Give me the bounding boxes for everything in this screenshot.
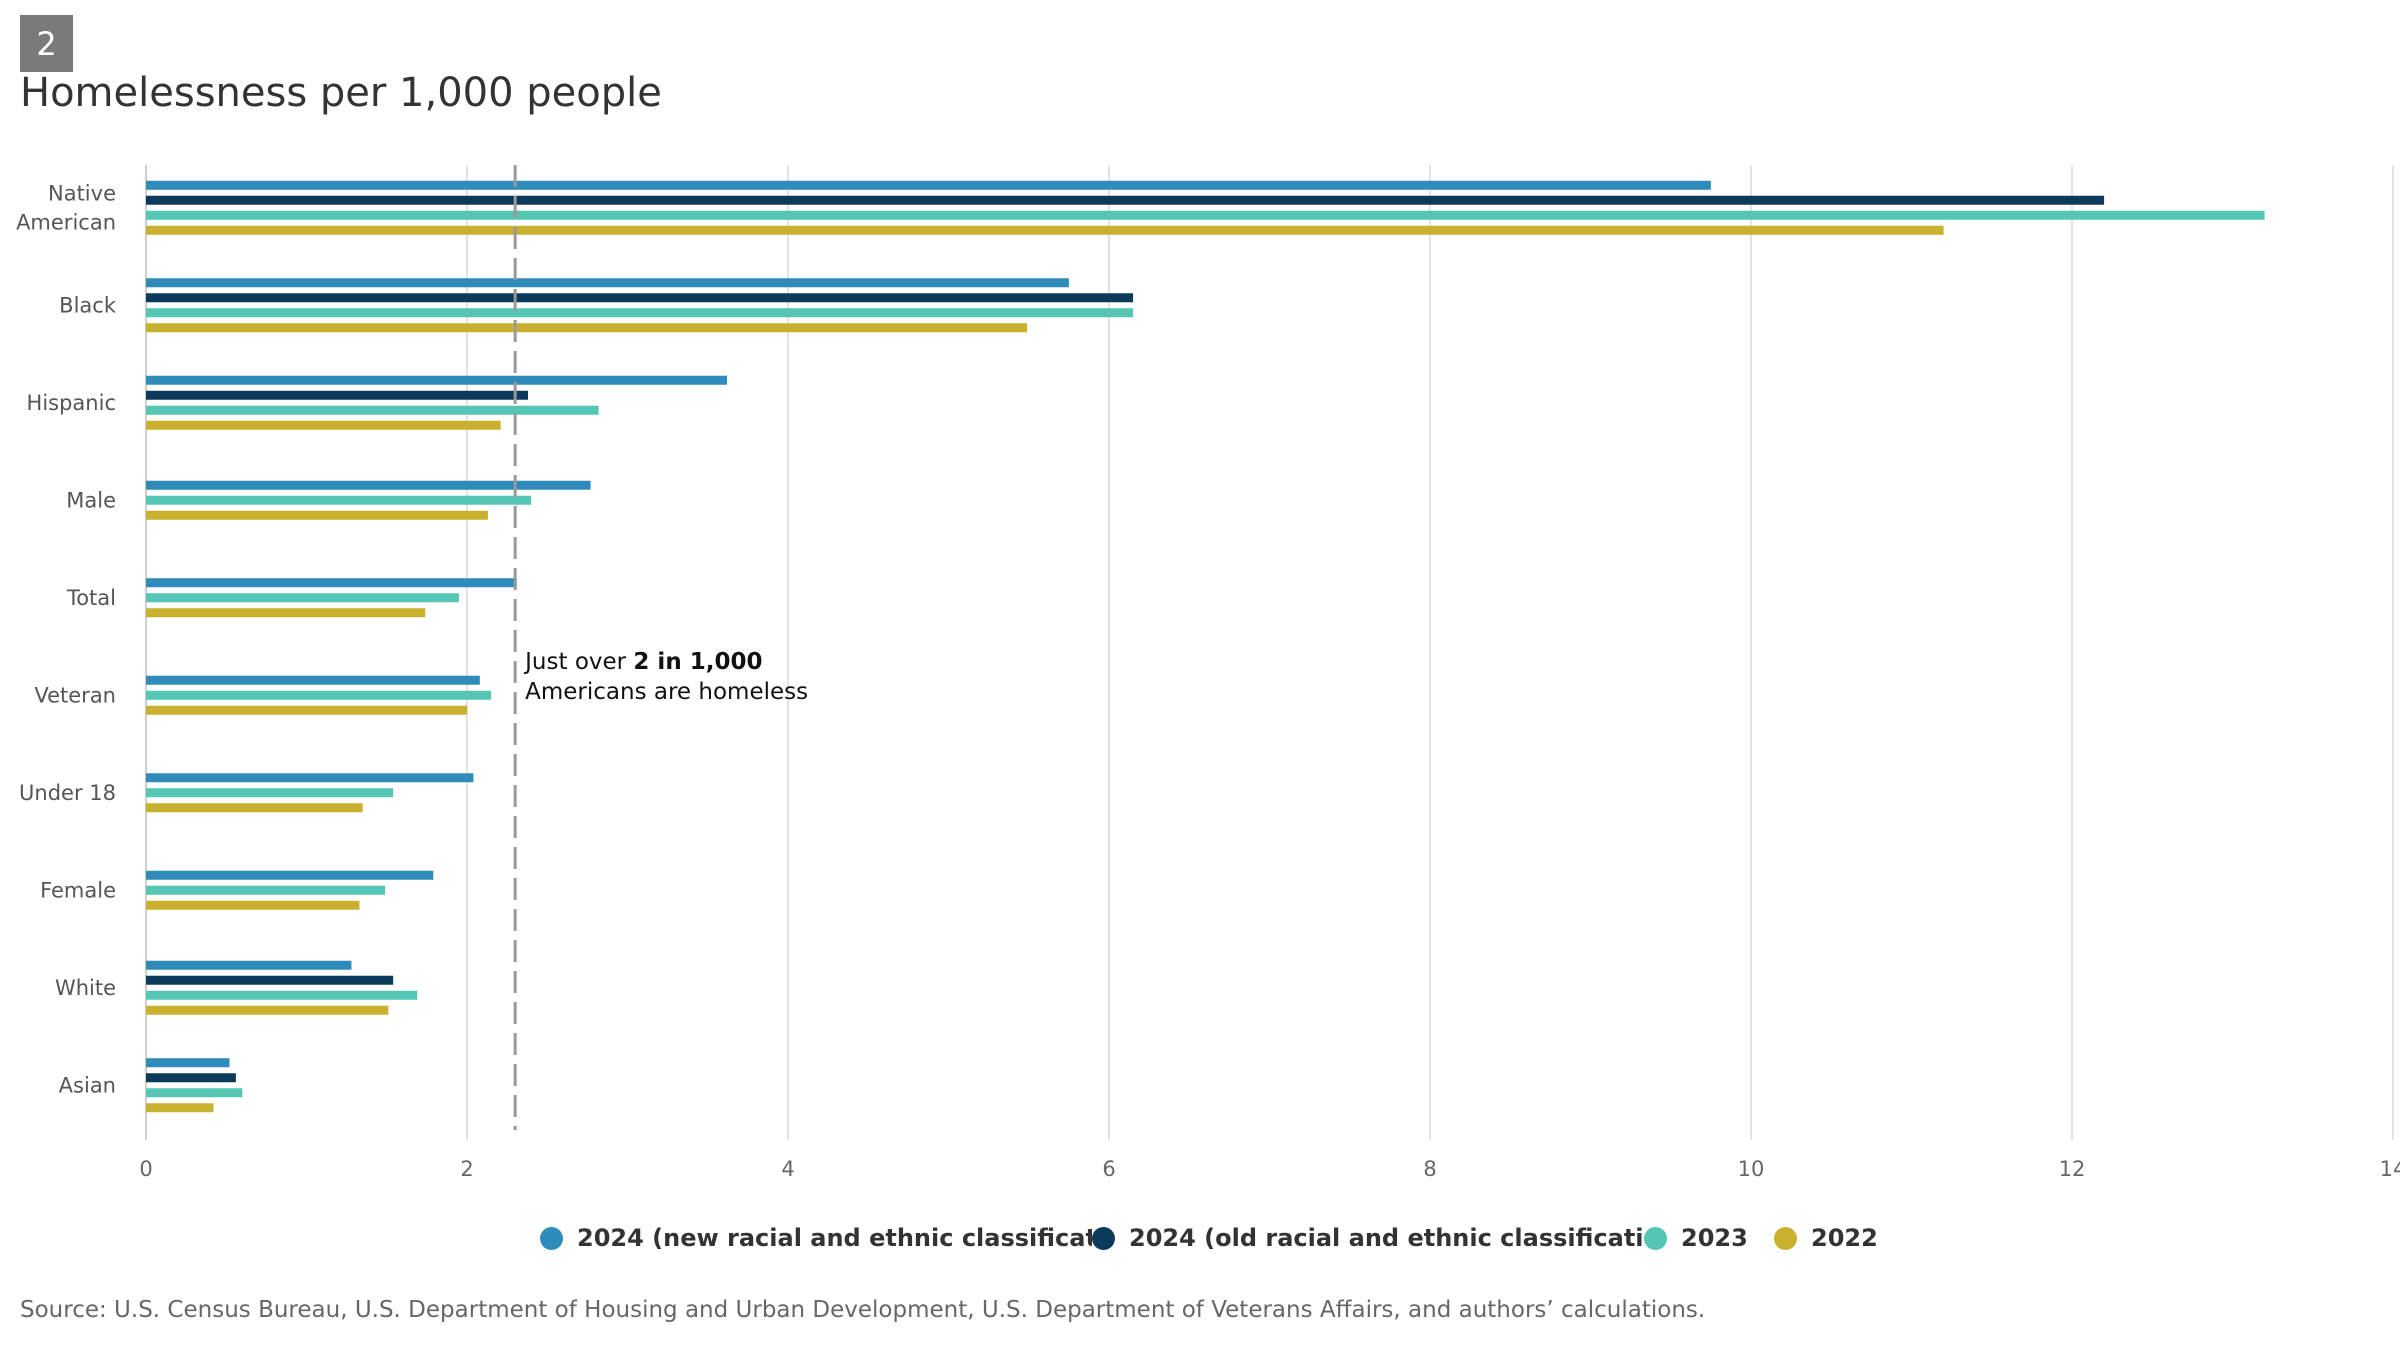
bar-native-american-series-1 xyxy=(146,195,2105,205)
bar-under-18-series-3 xyxy=(146,803,363,813)
bar-female-series-2 xyxy=(146,885,386,895)
category-label-asian: Asian xyxy=(59,1073,116,1097)
bar-white-series-0 xyxy=(146,960,352,970)
bar-native-american-series-0 xyxy=(146,180,1711,190)
bar-veteran-series-0 xyxy=(146,675,480,685)
figure-number-badge: 2 xyxy=(20,15,73,72)
legend-swatch-icon xyxy=(1644,1226,1667,1250)
bar-veteran-series-3 xyxy=(146,705,467,715)
bar-female-series-0 xyxy=(146,870,434,880)
legend: 2024 (new racial and ethnic classificati… xyxy=(540,1220,1894,1256)
bar-under-18-series-0 xyxy=(146,773,474,783)
legend-swatch-icon xyxy=(1092,1226,1115,1250)
bar-asian-series-2 xyxy=(146,1088,243,1098)
bar-white-series-3 xyxy=(146,1005,389,1015)
x-tick-label-12: 12 xyxy=(2059,1157,2086,1181)
category-label-male: Male xyxy=(66,488,116,512)
bar-male-series-3 xyxy=(146,510,488,520)
x-tick-label-6: 6 xyxy=(1102,1157,1115,1181)
bar-black-series-0 xyxy=(146,278,1069,288)
annotation-line-2: Americans are homeless xyxy=(525,679,808,705)
bar-female-series-3 xyxy=(146,900,360,910)
category-label-hispanic: Hispanic xyxy=(27,391,116,415)
source-note: Source: U.S. Census Bureau, U.S. Departm… xyxy=(20,1297,1706,1323)
bar-male-series-2 xyxy=(146,495,532,505)
bar-hispanic-series-0 xyxy=(146,375,728,385)
bar-total-series-2 xyxy=(146,593,459,603)
bar-asian-series-3 xyxy=(146,1103,214,1113)
legend-item-1[interactable]: 2024 (old racial and ethnic classificati… xyxy=(1092,1220,1644,1256)
bars xyxy=(146,180,2265,1113)
bar-hispanic-series-3 xyxy=(146,420,501,430)
bar-total-series-0 xyxy=(146,578,517,588)
legend-swatch-icon xyxy=(540,1226,563,1250)
legend-label: 2023 xyxy=(1681,1224,1748,1252)
category-label-total: Total xyxy=(66,586,116,610)
annotation-line-1: Just over 2 in 1,000 xyxy=(523,649,762,675)
legend-label: 2024 (old racial and ethnic classificati… xyxy=(1129,1224,1644,1252)
bar-white-series-1 xyxy=(146,975,394,985)
legend-swatch-icon xyxy=(1774,1226,1797,1250)
legend-label: 2022 xyxy=(1811,1224,1878,1252)
legend-item-2[interactable]: 2023 xyxy=(1644,1220,1774,1256)
legend-label: 2024 (new racial and ethnic classificati… xyxy=(577,1224,1092,1252)
bar-white-series-2 xyxy=(146,990,418,1000)
bar-hispanic-series-2 xyxy=(146,405,599,415)
x-tick-label-2: 2 xyxy=(460,1157,473,1181)
bar-black-series-3 xyxy=(146,323,1028,333)
category-label-under-18: Under 18 xyxy=(19,781,116,805)
category-label-black: Black xyxy=(59,293,117,317)
bar-under-18-series-2 xyxy=(146,788,394,798)
bar-male-series-0 xyxy=(146,480,591,490)
x-tick-label-8: 8 xyxy=(1423,1157,1436,1181)
bar-asian-series-0 xyxy=(146,1058,230,1068)
category-labels: Native American Black Hispanic Male Total Vete… xyxy=(16,181,117,1097)
legend-item-3[interactable]: 2022 xyxy=(1774,1220,1894,1256)
bar-native-american-series-2 xyxy=(146,210,2265,220)
bar-native-american-series-3 xyxy=(146,225,1944,235)
bar-black-series-1 xyxy=(146,293,1134,303)
bar-black-series-2 xyxy=(146,308,1134,318)
category-label-female: Female xyxy=(40,878,116,902)
x-tick-label-10: 10 xyxy=(1738,1157,1765,1181)
chart-title: Homelessness per 1,000 people xyxy=(20,70,662,116)
category-label-white: White xyxy=(55,976,116,1000)
x-tick-label-14: 14 xyxy=(2380,1157,2400,1181)
category-label-veteran: Veteran xyxy=(34,683,116,707)
x-axis-tick-labels: 0 2 4 6 8 10 12 14 xyxy=(139,1157,2400,1181)
bar-asian-series-1 xyxy=(146,1073,236,1083)
x-tick-label-0: 0 xyxy=(139,1157,152,1181)
category-label-native-american: Native American xyxy=(16,181,116,234)
bar-veteran-series-2 xyxy=(146,690,492,700)
bar-hispanic-series-1 xyxy=(146,390,528,400)
bar-total-series-3 xyxy=(146,608,426,618)
x-tick-label-4: 4 xyxy=(781,1157,794,1181)
legend-item-0[interactable]: 2024 (new racial and ethnic classificati… xyxy=(540,1220,1092,1256)
reference-line-group: Just over 2 in 1,000 Americans are homele… xyxy=(513,165,808,1130)
